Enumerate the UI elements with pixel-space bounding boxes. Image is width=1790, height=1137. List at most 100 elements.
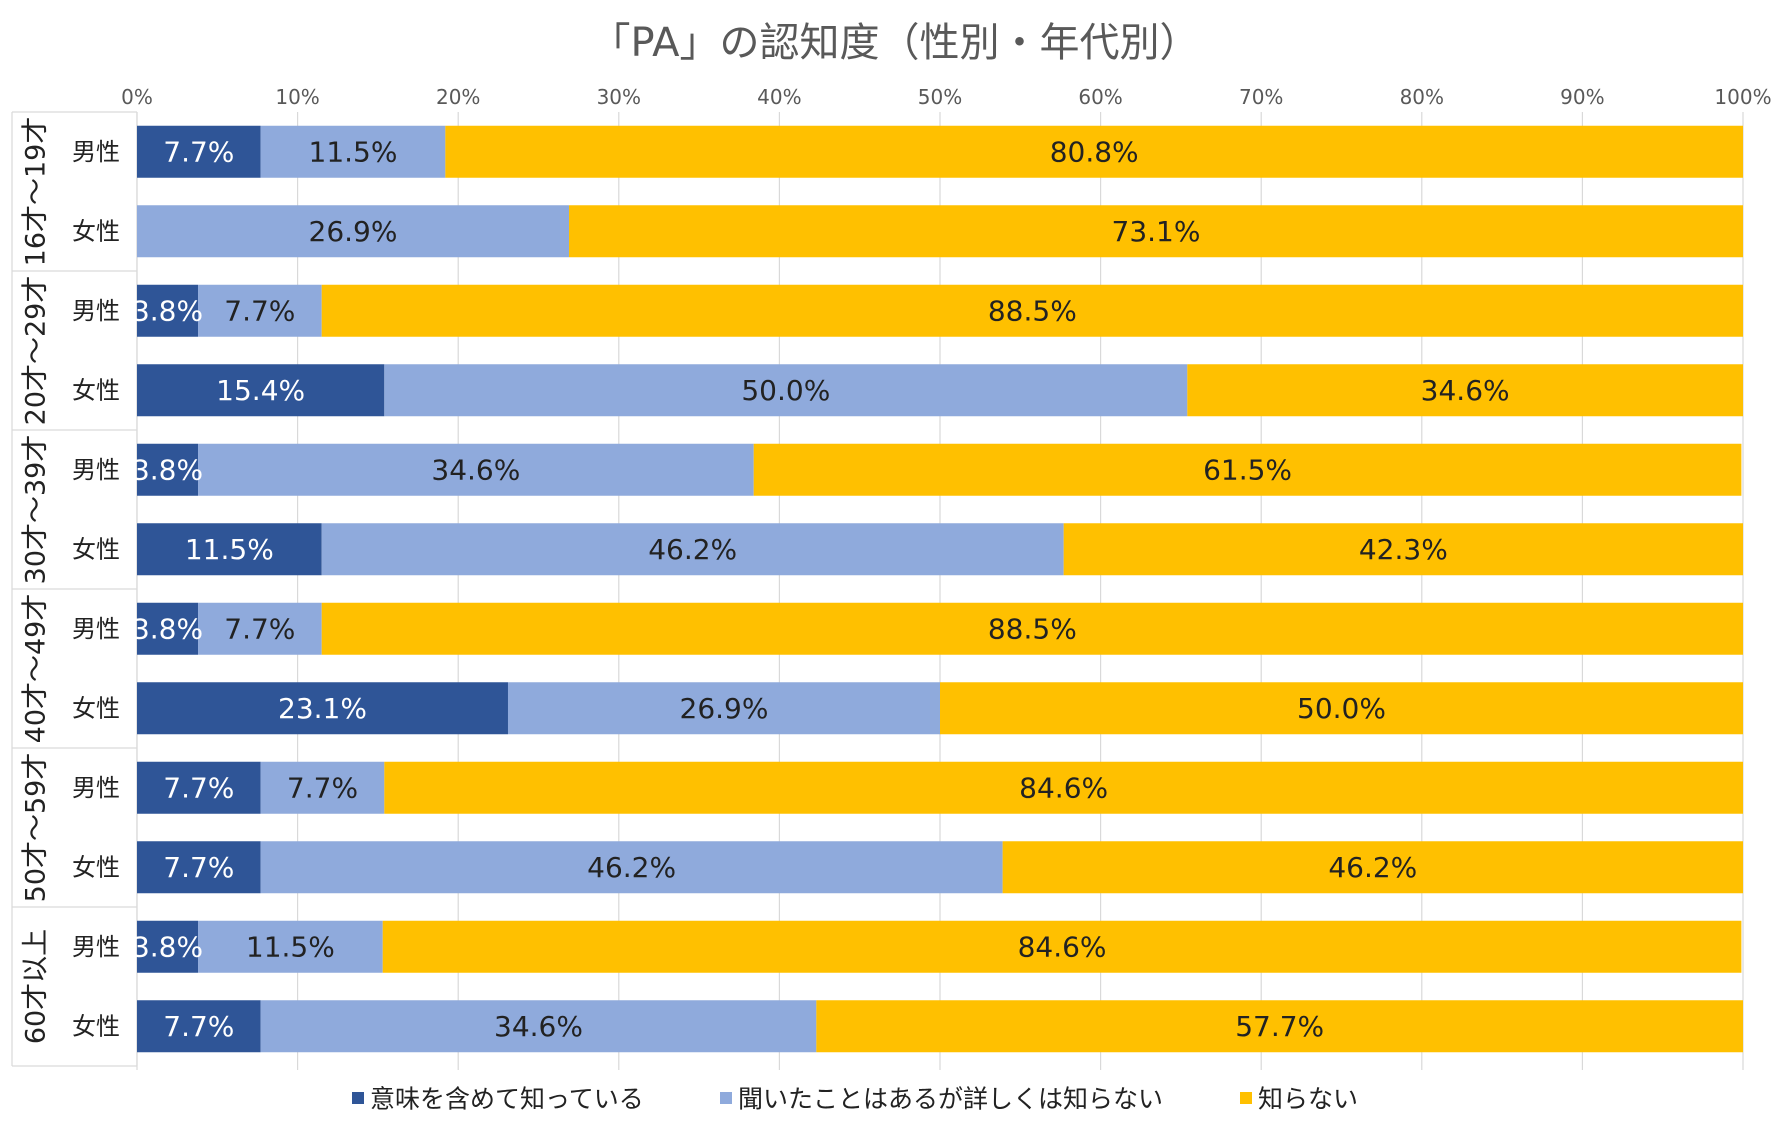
x-tick-label: 50%: [918, 85, 962, 109]
bar-segment: [198, 602, 322, 655]
data-label: 11.5%: [185, 533, 274, 566]
data-label: 73.1%: [1112, 215, 1201, 248]
bar-segment: [321, 284, 1744, 337]
x-tick-label: 70%: [1239, 85, 1283, 109]
x-tick-label: 40%: [757, 85, 801, 109]
age-group-label: 30才～39才: [21, 435, 52, 585]
chart-title: 「PA」の認知度（性別・年代別）: [591, 20, 1200, 66]
data-label: 7.7%: [163, 1010, 234, 1043]
data-label: 7.7%: [163, 135, 234, 168]
data-label: 7.7%: [224, 612, 295, 645]
bar-segment: [1063, 523, 1743, 576]
data-label: 3.8%: [132, 930, 203, 963]
bar-segment: [940, 682, 1743, 735]
x-tick-label: 20%: [436, 85, 480, 109]
legend-entry: 聞いたことはあるが詳しくは知らない: [738, 1085, 1163, 1114]
data-label: 7.7%: [163, 851, 234, 884]
bar-segment: [384, 761, 1744, 814]
bar-segment: [137, 602, 199, 655]
x-tick-label: 90%: [1560, 85, 1604, 109]
data-label: 84.6%: [1019, 771, 1108, 804]
bar-segment: [260, 841, 1003, 894]
data-labels: 7.7% 11.5% 80.8% 26.9% 73.1% 3.8% 7.7% 88.5% 15.…: [132, 135, 1510, 1043]
gender-label: 女性: [72, 217, 120, 245]
data-label: 34.6%: [431, 453, 520, 486]
legend-entry: 意味を含めて知っている: [370, 1085, 644, 1114]
bar-segment: [382, 920, 1742, 973]
gender-label: 女性: [72, 853, 120, 881]
x-tick-label: 60%: [1078, 85, 1122, 109]
gender-label: 女性: [72, 535, 120, 563]
gender-label: 男性: [72, 774, 120, 802]
gender-label: 男性: [72, 297, 120, 325]
age-group-label: 50才～59才: [21, 753, 52, 903]
bar-segment: [321, 602, 1744, 655]
data-label: 11.5%: [309, 135, 398, 168]
bar-segment: [137, 364, 385, 417]
bar-segment: [137, 761, 261, 814]
gender-label: 男性: [72, 933, 120, 961]
data-label: 15.4%: [216, 374, 305, 407]
legend-entry: 知らない: [1258, 1085, 1358, 1114]
data-label: 26.9%: [680, 692, 769, 725]
legend: 意味を含めて知っている 聞いたことはあるが詳しくは知らない 知らない: [352, 1085, 1358, 1114]
bar-segment: [198, 443, 754, 496]
data-label: 80.8%: [1050, 135, 1139, 168]
data-label: 34.6%: [1421, 374, 1510, 407]
bar-segment: [137, 841, 261, 894]
x-tick-label: 80%: [1400, 85, 1444, 109]
bars: [137, 125, 1744, 1053]
data-label: 46.2%: [648, 533, 737, 566]
bar-segment: [260, 1000, 817, 1053]
bar-segment: [1002, 841, 1743, 894]
data-label: 7.7%: [163, 771, 234, 804]
gender-label: 男性: [72, 456, 120, 484]
legend-swatch: [720, 1092, 732, 1104]
bar-segment: [137, 125, 261, 178]
x-axis-tick-labels: 0% 10% 20% 30% 40% 50% 60% 70% 80% 90% 100%: [121, 85, 1771, 109]
age-group-label: 40才～49才: [21, 594, 52, 744]
bar-segment: [321, 523, 1064, 576]
data-label: 84.6%: [1018, 930, 1107, 963]
x-tick-label: 0%: [121, 85, 153, 109]
data-label: 88.5%: [988, 294, 1077, 327]
x-tick-label: 30%: [597, 85, 641, 109]
bar-segment: [569, 205, 1744, 258]
data-label: 23.1%: [278, 692, 367, 725]
gender-label: 女性: [72, 694, 120, 722]
bar-segment: [198, 920, 383, 973]
data-label: 61.5%: [1203, 453, 1292, 486]
legend-swatch: [1240, 1092, 1252, 1104]
x-tick-label: 10%: [275, 85, 319, 109]
data-label: 7.7%: [287, 771, 358, 804]
age-group-label: 16才～19才: [21, 117, 52, 267]
gender-label: 女性: [72, 376, 120, 404]
data-label: 50.0%: [1297, 692, 1386, 725]
gender-label: 女性: [72, 1012, 120, 1040]
data-label: 7.7%: [224, 294, 295, 327]
gender-label: 男性: [72, 615, 120, 643]
bar-segment: [753, 443, 1742, 496]
data-label: 88.5%: [988, 612, 1077, 645]
x-tick-label: 100%: [1714, 85, 1771, 109]
bar-segment: [137, 682, 508, 735]
data-label: 57.7%: [1235, 1010, 1324, 1043]
bar-segment: [137, 523, 322, 576]
bar-segment: [384, 364, 1188, 417]
gender-label: 男性: [72, 138, 120, 166]
bar-segment: [445, 125, 1743, 178]
bar-segment: [260, 125, 446, 178]
bar-segment: [507, 682, 940, 735]
bar-segment: [137, 920, 199, 973]
data-label: 42.3%: [1359, 533, 1448, 566]
data-label: 46.2%: [1328, 851, 1417, 884]
data-label: 46.2%: [587, 851, 676, 884]
data-label: 3.8%: [132, 612, 203, 645]
age-group-label: 60才以上: [21, 929, 52, 1044]
age-group-label: 20才～29才: [21, 276, 52, 426]
bar-segment: [198, 284, 322, 337]
bar-segment: [260, 761, 385, 814]
gridlines: [136, 112, 1744, 1070]
